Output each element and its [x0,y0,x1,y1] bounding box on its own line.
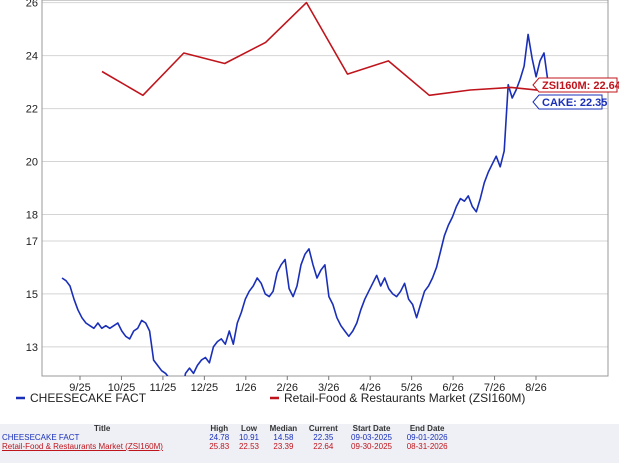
stats-header-low: Low [240,424,257,433]
series-line-zsi160m [101,1,553,97]
stats-cell-start-date: 09-03-2025 [351,433,392,442]
series-line-cheesecake [61,33,553,376]
stats-cell-low: 22.53 [238,442,259,451]
x-tick-label: 2/26 [277,382,298,394]
x-tick-label: 12/25 [191,382,219,394]
end-value-label: ZSI160M: 22.64 [542,80,619,92]
stats-cell-start-date: 09-30-2025 [351,442,392,451]
legend-label: CHEESECAKE FACT [30,391,147,405]
stats-header-current: Current [308,424,338,433]
stats-cell-median: 23.39 [273,442,294,451]
stats-cell-title: CHEESECAKE FACT [2,433,80,442]
end-value-callout [532,94,603,110]
plot-frame [41,0,609,377]
stats-row-cake: CHEESECAKE FACT 24.78 10.91 14.58 22.35 … [0,433,455,442]
x-tick-label: 11/25 [150,382,177,394]
stats-header-start-date: Start Date [352,424,391,433]
legend-label: Retail-Food & Restaurants Market (ZSI160… [284,391,525,405]
y-tick-label: 26 [26,0,38,10]
y-tick-label: 22 [26,104,38,116]
y-tick-label: 20 [26,157,38,169]
stats-header-high: High [210,424,229,433]
stats-cell-high: 25.83 [209,442,230,451]
stats-cell-title[interactable]: Retail-Food & Restaurants Market (ZSI160… [2,442,163,451]
stats-cell-current: 22.35 [313,433,334,442]
y-tick-label: 13 [26,342,38,354]
x-tick-label: 3/26 [318,382,339,394]
stats-header-title: Title [94,424,111,433]
stats-cell-current: 22.64 [313,442,334,451]
x-tick-label: 9/25 [69,382,90,394]
stats-row-zsi: Retail-Food & Restaurants Market (ZSI160… [0,442,455,451]
y-tick-label: 24 [26,51,38,63]
x-tick-label: 6/26 [442,382,463,394]
y-tick-label: 18 [26,209,38,221]
x-tick-label: 10/25 [108,382,136,394]
annotations: ZSI160M: 22.64 CAKE: 22.35 [532,77,619,110]
grid-lines [42,2,608,348]
series-lines [61,1,553,376]
axes: 13 15 17 18 20 22 24 26 9/25 10/25 11/25 12/25 1/26 2… [26,0,609,394]
x-tick-label: 5/26 [401,382,422,394]
y-tick-label: 17 [26,236,38,248]
stats-table: Title High Low Median Current Start Date… [0,424,619,463]
x-tick-label: 4/26 [359,382,380,394]
legend: CHEESECAKE FACT Retail-Food & Restaurants… [16,391,525,405]
stats-header-row: Title High Low Median Current Start Date… [0,424,455,433]
y-tick-label: 15 [26,289,38,301]
x-tick-label: 7/26 [484,382,505,394]
stats-header-end-date: End Date [409,424,445,433]
stats-header-median: Median [269,424,298,433]
stats-cell-high: 24.78 [209,433,230,442]
stats-cell-low: 10.91 [238,433,259,442]
stats-cell-end-date: 08-31-2026 [406,442,448,451]
end-value-callout [532,77,618,93]
stats-cell-end-date: 09-01-2026 [406,433,448,442]
end-value-label: CAKE: 22.35 [542,97,607,109]
stats-cell-median: 14.58 [273,433,294,442]
price-chart: 13 15 17 18 20 22 24 26 9/25 10/25 11/25 12/25 1/26 2… [16,0,619,405]
x-tick-label: 1/26 [235,382,256,394]
x-tick-label: 8/26 [525,382,546,394]
